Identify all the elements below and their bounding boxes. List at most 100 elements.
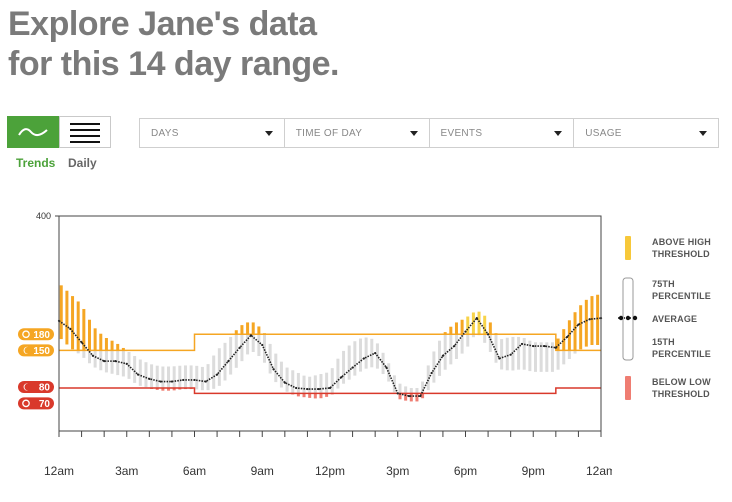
events-dropdown-label: EVENTS	[440, 127, 483, 139]
below-low-bar	[302, 393, 306, 398]
above-high-bar	[99, 333, 103, 351]
average-point	[283, 381, 286, 384]
percentile-bar	[319, 374, 323, 394]
percentile-bar	[494, 334, 498, 363]
above-high-bar	[240, 325, 244, 335]
average-point	[520, 342, 524, 346]
percentile-bar	[336, 358, 340, 389]
percentile-bar	[488, 334, 492, 352]
average-line	[57, 316, 603, 398]
above-high-bar	[65, 290, 69, 345]
percentile-bar	[567, 350, 571, 359]
title-line-1: Explore Jane's data	[8, 5, 317, 43]
threshold-pill	[18, 344, 54, 357]
threshold-marker-70: 70	[18, 397, 54, 410]
percentile-bar	[200, 366, 204, 391]
average-point	[430, 371, 433, 375]
below-low-swatch	[625, 376, 631, 400]
x-tick-label: 3am	[115, 464, 138, 478]
percentile-bar	[240, 334, 244, 362]
daily-view-button[interactable]	[59, 116, 111, 148]
above-high-bar	[116, 343, 120, 351]
below-low-bar	[308, 393, 312, 398]
average-point	[554, 346, 557, 349]
percentile-bar	[500, 339, 504, 370]
percentile-bar	[223, 342, 227, 381]
x-tick-label: 6am	[183, 464, 206, 478]
percentile-bar	[342, 350, 346, 384]
percentile-bar	[522, 338, 526, 370]
percentile-bar	[93, 350, 97, 368]
sun-icon	[22, 399, 30, 408]
percentile-bar	[398, 383, 402, 394]
percentile-bar	[87, 350, 91, 364]
below-low-bar	[325, 393, 329, 397]
average-point	[170, 380, 174, 383]
percentile-bar	[104, 350, 108, 373]
percentile-bar	[426, 365, 430, 391]
view-toggle	[7, 116, 111, 148]
usage-dropdown[interactable]: USAGE	[574, 119, 718, 147]
average-point	[182, 378, 185, 382]
average-point	[69, 327, 72, 330]
trends-label[interactable]: Trends	[16, 156, 56, 170]
above-high-bar	[460, 319, 464, 335]
legend-75th: 75TH PERCENTILE	[652, 279, 712, 301]
above-high-bar	[488, 322, 492, 335]
average-point	[238, 346, 241, 349]
percentile-bar	[460, 334, 464, 354]
trends-view-button[interactable]	[7, 116, 59, 148]
percentile-bar	[449, 334, 453, 365]
percentile-bar	[545, 342, 549, 372]
above-high-bar	[573, 312, 577, 351]
percentile-bar	[358, 338, 362, 372]
above-high-bar	[562, 329, 566, 351]
events-dropdown[interactable]: EVENTS	[430, 119, 575, 147]
average-point	[215, 373, 219, 376]
average-point	[588, 318, 591, 321]
percentile-bar	[189, 365, 193, 388]
days-dropdown[interactable]: DAYS	[140, 119, 285, 147]
threshold-value: 80	[39, 383, 51, 394]
above-high-bar	[449, 326, 453, 335]
average-point	[351, 366, 354, 369]
y-tick-label: 400	[36, 211, 51, 221]
percentile-bar	[370, 338, 374, 368]
percentile-bar	[172, 366, 176, 388]
percentile-bar	[274, 353, 278, 383]
title-line-2: for this 14 day range.	[8, 45, 340, 83]
average-point	[103, 360, 106, 363]
average-point	[498, 357, 501, 360]
legend-15th: 15TH PERCENTILE	[652, 337, 712, 359]
sun-icon	[22, 330, 30, 339]
below-low-bar	[404, 393, 408, 401]
percentile-bar	[121, 350, 125, 377]
x-tick-label: 9pm	[522, 464, 545, 478]
below-low-bar	[415, 393, 419, 402]
legend-below-low: BELOW LOW THRESHOLD	[652, 377, 711, 399]
above-high-bar	[93, 328, 97, 351]
average-point	[543, 344, 546, 348]
percentile-bar	[302, 375, 306, 394]
y-axis: 400	[36, 211, 59, 221]
percentile-bar	[364, 337, 368, 369]
percentile-bar	[251, 334, 255, 352]
above-high-bar	[466, 316, 470, 335]
percentile-bar	[511, 336, 515, 371]
percentile-bands	[59, 285, 600, 402]
percentile-bar	[296, 372, 300, 394]
daily-label[interactable]: Daily	[68, 156, 97, 170]
caret-down-icon	[554, 130, 563, 136]
percentile-bar	[325, 372, 329, 394]
percentile-bar	[167, 366, 171, 388]
time-of-day-dropdown-label: TIME OF DAY	[295, 127, 363, 139]
legend-average: AVERAGE	[652, 314, 698, 324]
caret-down-icon	[699, 130, 707, 136]
below-low-bar	[319, 393, 323, 399]
time-of-day-dropdown[interactable]: TIME OF DAY	[285, 119, 430, 147]
percentile-bar	[161, 366, 165, 388]
threshold-marker-150: 150	[18, 344, 54, 357]
percentile-bar	[206, 364, 210, 391]
average-point	[159, 380, 162, 383]
percentile-bar	[353, 341, 357, 376]
